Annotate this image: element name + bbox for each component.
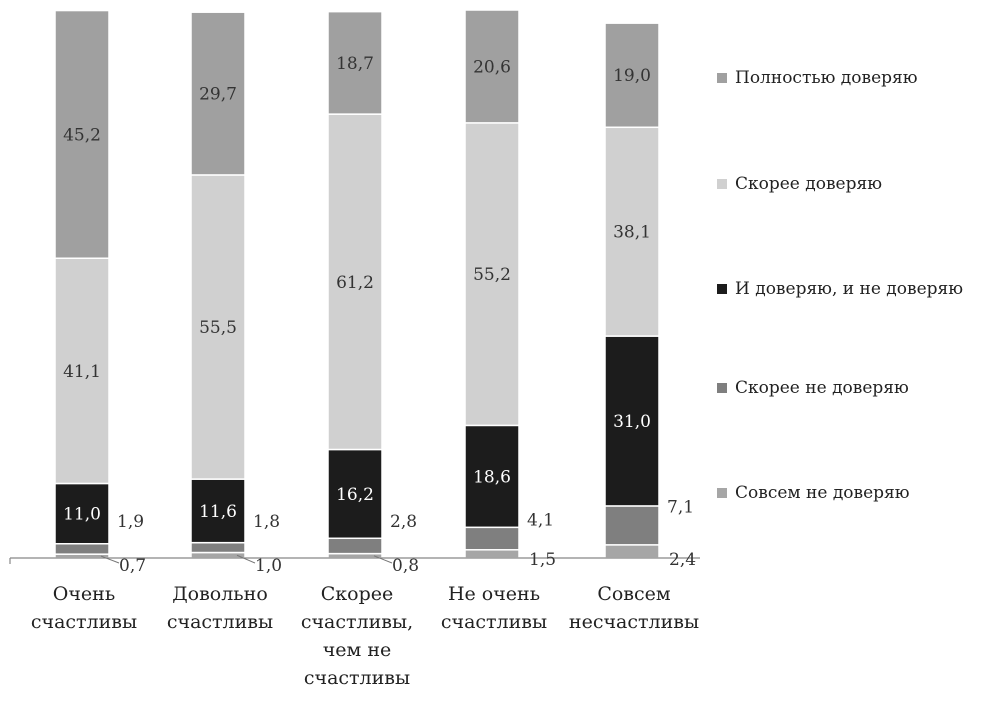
- segment-labels: 11,0 11,6 16,2 18,6 31,0 41,1 55,5 61,2 55,2 38,1…: [63, 54, 696, 576]
- segment-label-1-скорее-доверяю: 41,1: [63, 362, 101, 382]
- legend-swatch-совсем-не-доверяю: [717, 488, 727, 498]
- bar-segment-3-полностью-доверяю: [327, 10, 383, 115]
- segment-label-5-полностью-доверяю: 19,0: [613, 66, 651, 86]
- segment-label-4-полностью-доверяю: 20,6: [473, 57, 511, 77]
- legend-label-и-доверяю-и-не-доверяю: И доверяю, и не доверяю: [735, 279, 963, 299]
- outside-label-5-совсем-не-доверяю: 2,4: [669, 550, 696, 570]
- segment-label-3-скорее-доверяю: 61,2: [336, 273, 374, 293]
- bar-segment-4-скорее-доверяю: [464, 122, 520, 427]
- outside-label-3-скорее-не-доверяю: 2,8: [390, 512, 417, 532]
- bar-segment-3-скорее-не-доверяю: [327, 537, 383, 555]
- bar-segment-3-и-доверяю-и-не-доверяю: [327, 448, 383, 540]
- bar-segment-5-полностью-доверяю: [604, 22, 660, 129]
- outside-label-2-скорее-не-доверяю: 1,8: [253, 512, 280, 532]
- segment-label-5-скорее-доверяю: 38,1: [613, 223, 651, 243]
- category-labels: Очень счастливы Довольно счастливы Скорее сча…: [31, 583, 699, 689]
- segment-label-3-полностью-доверяю: 18,7: [336, 54, 374, 74]
- outside-label-3-совсем-не-доверяю: 0,8: [392, 556, 419, 576]
- segment-label-5-и-доверяю-и-не-доверяю: 31,0: [613, 412, 651, 432]
- bar-segment-2-и-доверяю-и-не-доверяю: [190, 478, 246, 544]
- bar-segment-5-совсем-не-доверяю: [604, 544, 660, 559]
- bar-segment-2-скорее-не-доверяю: [190, 541, 246, 554]
- segment-label-4-скорее-доверяю: 55,2: [473, 265, 511, 285]
- bar-segment-1-полностью-доверяю: [54, 9, 110, 259]
- category-label-1-line-2: счастливы: [31, 611, 137, 633]
- category-label-3-line-1: Скорее: [321, 583, 394, 605]
- leader-line-1: [100, 555, 120, 564]
- category-label-1-line-1: Очень: [53, 583, 115, 605]
- segment-label-4-и-доверяю-и-не-доверяю: 18,6: [473, 467, 511, 487]
- segment-label-3-и-доверяю-и-не-доверяю: 16,2: [336, 485, 374, 505]
- segment-label-2-скорее-доверяю: 55,5: [199, 318, 237, 338]
- leader-line-2: [236, 554, 256, 564]
- category-label-2-line-1: Довольно: [172, 583, 268, 605]
- legend-label-совсем-не-доверяю: Совсем не доверяю: [735, 483, 910, 503]
- category-label-5-line-1: Совсем: [597, 583, 671, 605]
- bar-segment-2-полностью-доверяю: [190, 11, 246, 176]
- legend-label-скорее-не-доверяю: Скорее не доверяю: [735, 378, 909, 398]
- category-label-2-line-2: счастливы: [167, 611, 273, 633]
- outside-label-1-скорее-не-доверяю: 1,9: [117, 512, 144, 532]
- bar-segment-3-скорее-доверяю: [327, 113, 383, 451]
- bar-segment-5-и-доверяю-и-не-доверяю: [604, 335, 660, 507]
- outside-label-2-совсем-не-доверяю: 1,0: [255, 556, 282, 576]
- bar-segment-1-скорее-не-доверяю: [54, 543, 110, 555]
- category-label-3-line-4: счастливы: [304, 667, 410, 689]
- x-axis: [9, 557, 700, 564]
- legend-swatch-и-доверяю-и-не-доверяю: [717, 284, 727, 294]
- bar-segment-2-совсем-не-доверяю: [190, 551, 246, 559]
- bar-segment-1-скорее-доверяю: [54, 257, 110, 485]
- bar-segment-4-и-доверяю-и-не-доверяю: [464, 424, 520, 529]
- bar-segment-2-скорее-доверяю: [190, 174, 246, 480]
- outside-label-5-скорее-не-доверяю: 7,1: [667, 497, 694, 517]
- category-label-3-line-2: счастливы,: [301, 611, 413, 633]
- legend: Полностью доверяю Скорее доверяю И доверяю…: [717, 68, 963, 503]
- legend-label-скорее-доверяю: Скорее доверяю: [735, 174, 882, 194]
- leader-line-3: [373, 555, 393, 564]
- segment-label-1-полностью-доверяю: 45,2: [63, 125, 101, 145]
- segment-label-2-и-доверяю-и-не-доверяю: 11,6: [199, 502, 237, 522]
- outside-label-4-скорее-не-доверяю: 4,1: [527, 511, 554, 531]
- bar-segment-1-и-доверяю-и-не-доверяю: [54, 482, 110, 545]
- bar-segment-4-скорее-не-доверяю: [464, 526, 520, 551]
- category-label-5-line-2: несчастливы: [569, 611, 699, 633]
- bar-segment-4-полностью-доверяю: [464, 9, 520, 124]
- legend-swatch-скорее-доверяю: [717, 179, 727, 189]
- leader-lines: [100, 554, 393, 564]
- bars-layer: [54, 9, 660, 559]
- category-label-4-line-1: Не очень: [448, 583, 540, 605]
- legend-swatch-скорее-не-доверяю: [717, 383, 727, 393]
- legend-label-полностью-доверяю: Полностью доверяю: [735, 68, 918, 88]
- legend-swatch-полностью-доверяю: [717, 73, 727, 83]
- segment-label-1-и-доверяю-и-не-доверяю: 11,0: [63, 505, 101, 525]
- outside-label-1-совсем-не-доверяю: 0,7: [119, 556, 146, 576]
- category-label-4-line-2: счастливы: [441, 611, 547, 633]
- category-label-3-line-3: чем не: [323, 639, 392, 661]
- outside-label-4-совсем-не-доверяю: 1,5: [529, 550, 556, 570]
- segment-label-2-полностью-доверяю: 29,7: [199, 85, 237, 105]
- bar-segment-4-совсем-не-доверяю: [464, 549, 520, 559]
- bar-segment-5-скорее-не-доверяю: [604, 505, 660, 546]
